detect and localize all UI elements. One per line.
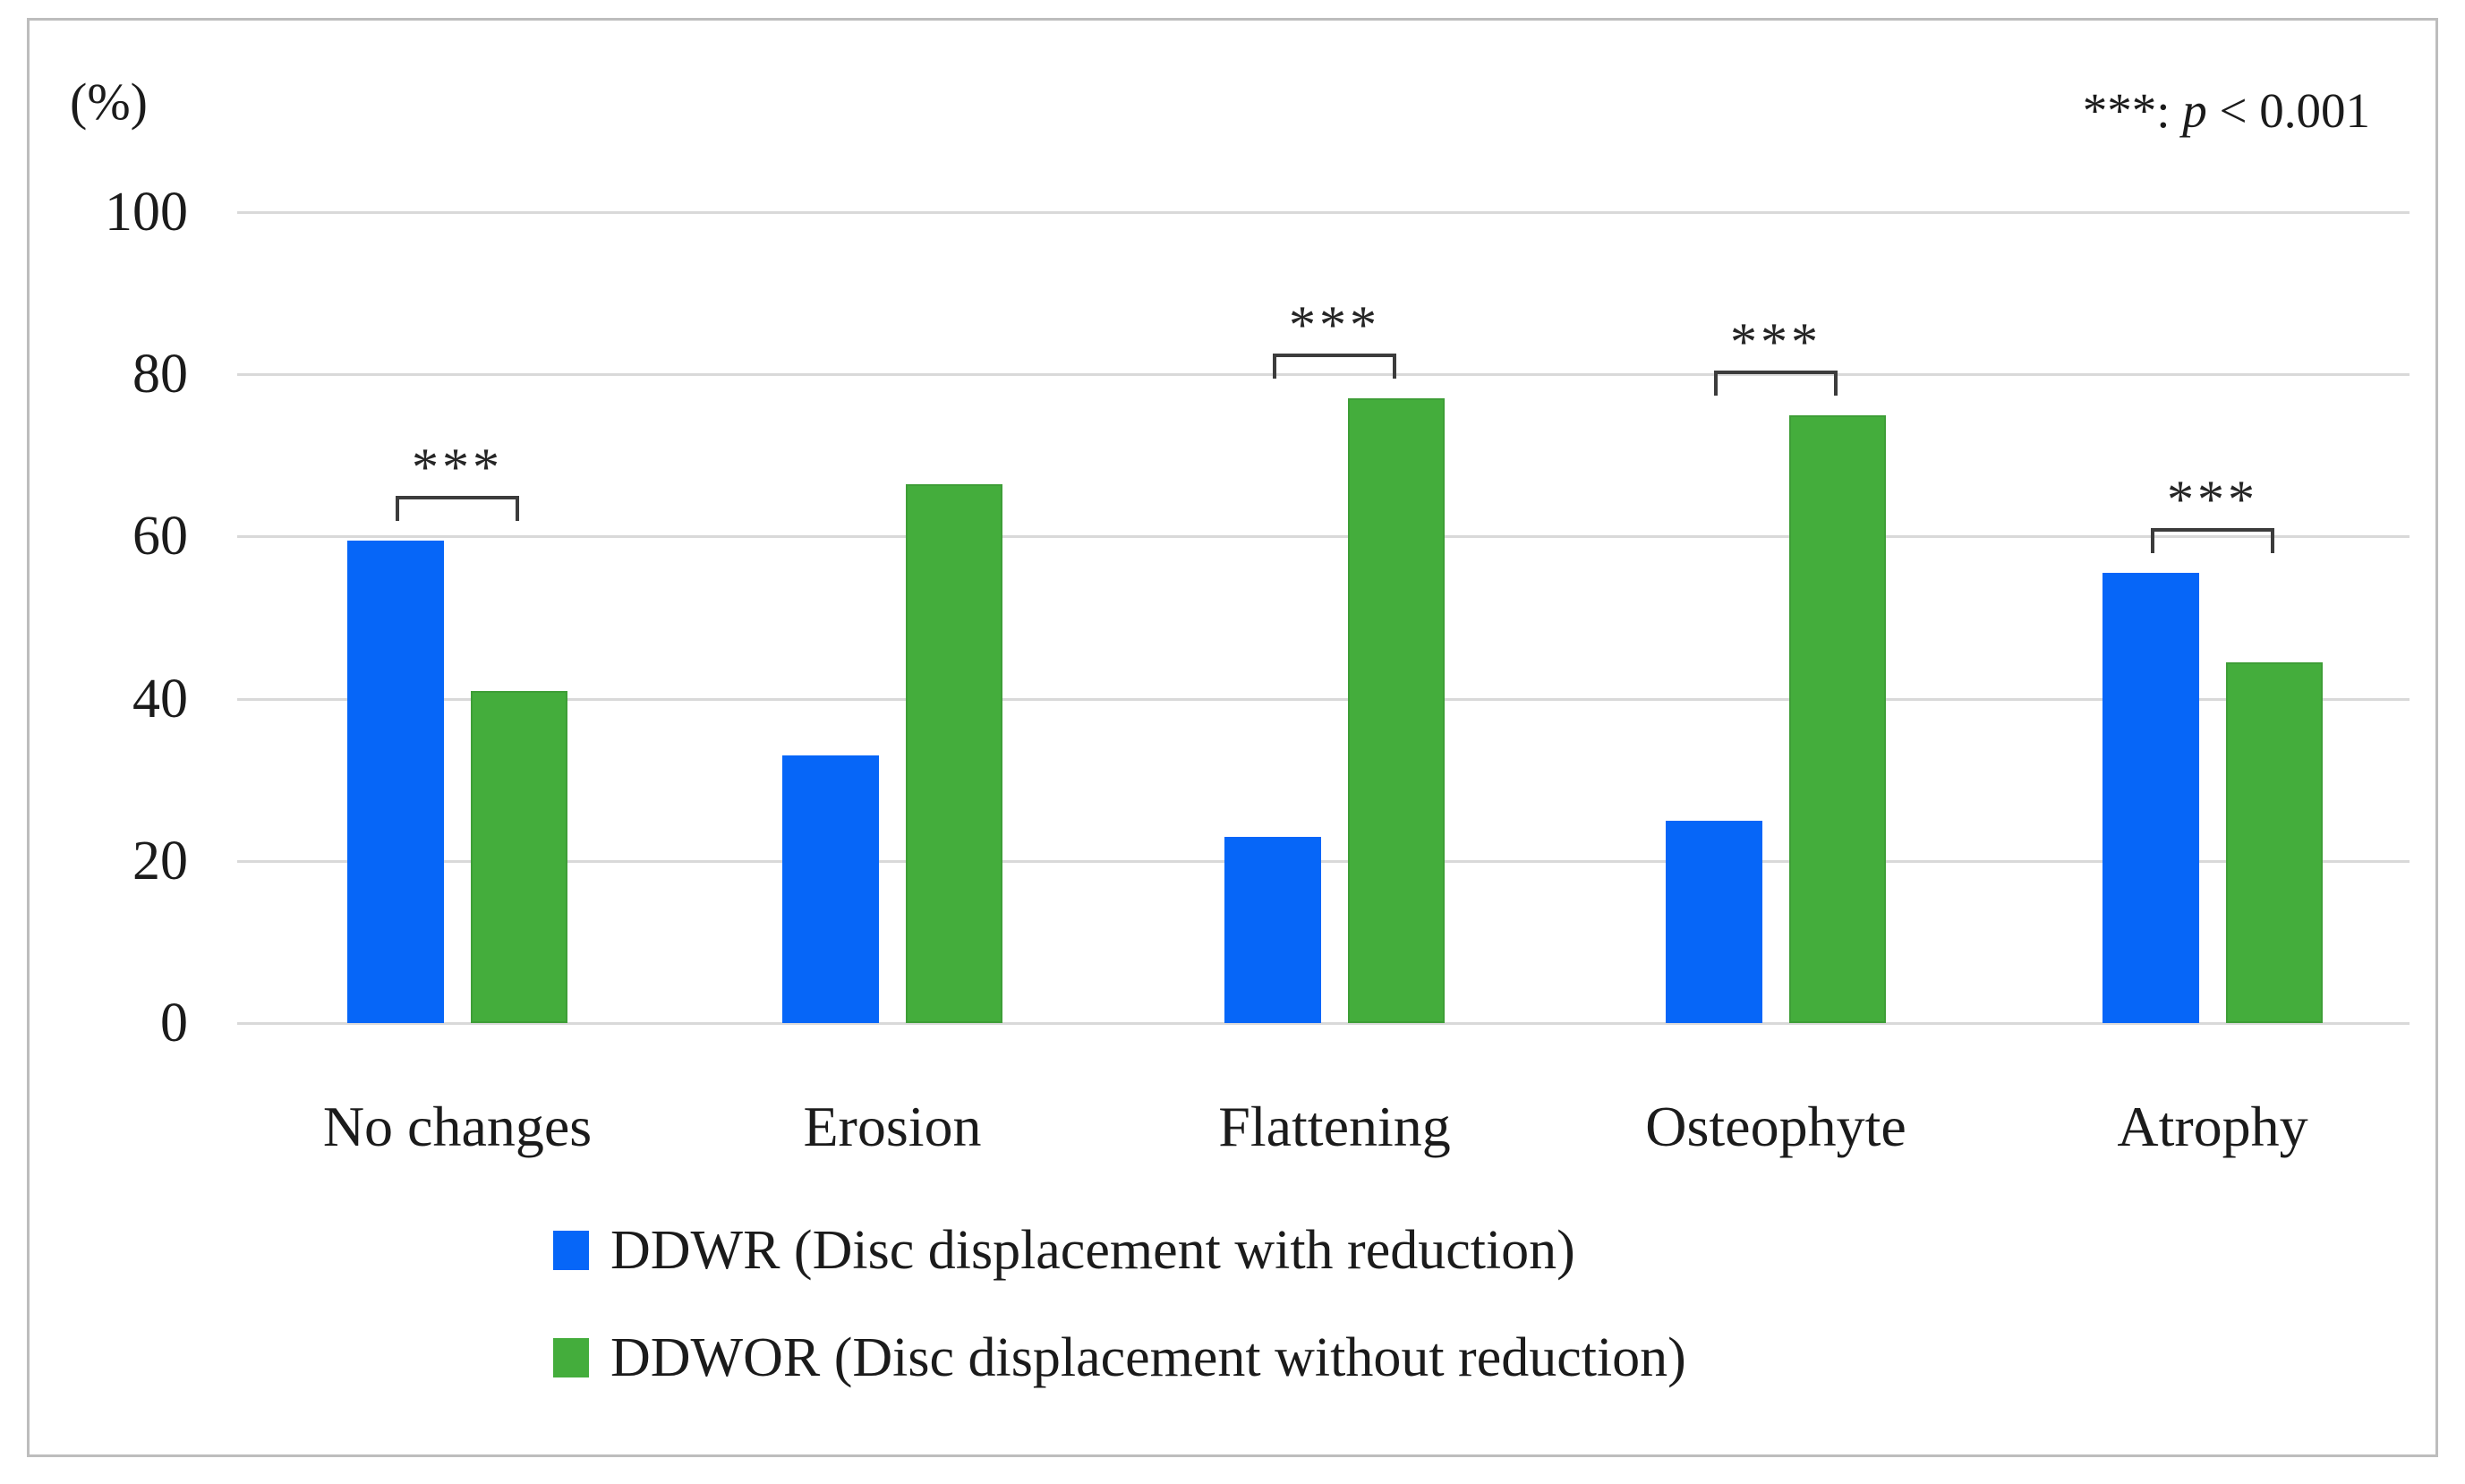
- gridline-0: [237, 1022, 2410, 1025]
- bar-ddwr-no-changes: [347, 541, 444, 1023]
- gridline-80: [237, 373, 2410, 376]
- bar-ddwr-erosion: [782, 755, 879, 1023]
- legend-item-ddwor: DDWOR (Disc displacement without reducti…: [553, 1323, 1686, 1393]
- category-label-atrophy: Atrophy: [2117, 1095, 2308, 1158]
- legend: DDWR (Disc displacement with reduction) D…: [553, 1215, 1686, 1430]
- significance-note-threshold: < 0.001: [2206, 83, 2370, 138]
- category-label-osteophyte: Osteophyte: [1645, 1095, 1906, 1158]
- legend-label-ddwr: DDWR (Disc displacement with reduction): [610, 1219, 1575, 1281]
- gridline-20: [237, 860, 2410, 863]
- significance-stars-flattening: ***: [1289, 295, 1380, 354]
- bar-ddwor-flattening: [1348, 398, 1445, 1023]
- significance-bracket-no-changes: [396, 496, 519, 521]
- bar-ddwor-no-changes: [471, 691, 567, 1023]
- y-tick-label-20: 20: [132, 831, 188, 891]
- legend-item-ddwr: DDWR (Disc displacement with reduction): [553, 1215, 1686, 1285]
- gridline-60: [237, 535, 2410, 538]
- legend-swatch-ddwor-icon: [553, 1338, 589, 1377]
- significance-stars-osteophyte: ***: [1730, 312, 1821, 371]
- bar-ddwr-osteophyte: [1666, 821, 1762, 1023]
- gridline-40: [237, 698, 2410, 701]
- significance-stars-atrophy: ***: [2167, 470, 2258, 529]
- legend-swatch-ddwr-icon: [553, 1231, 589, 1270]
- y-tick-label-80: 80: [132, 344, 188, 405]
- legend-label-ddwor: DDWOR (Disc displacement without reducti…: [610, 1326, 1686, 1388]
- y-tick-label-40: 40: [132, 669, 188, 729]
- significance-stars-no-changes: ***: [412, 438, 503, 497]
- y-tick-label-100: 100: [105, 182, 188, 243]
- significance-note-p-symbol: p: [2182, 83, 2207, 138]
- category-label-flattening: Flattening: [1218, 1095, 1451, 1158]
- bar-ddwr-flattening: [1224, 837, 1321, 1023]
- y-tick-label-0: 0: [160, 993, 188, 1053]
- significance-bracket-atrophy: [2151, 528, 2274, 553]
- category-label-erosion: Erosion: [803, 1095, 982, 1158]
- bar-ddwr-atrophy: [2102, 573, 2199, 1023]
- significance-note: ***: p < 0.001: [2083, 82, 2370, 139]
- significance-bracket-flattening: [1273, 354, 1396, 379]
- bar-ddwor-osteophyte: [1789, 415, 1886, 1023]
- y-tick-label-60: 60: [132, 506, 188, 567]
- bar-ddwor-atrophy: [2226, 662, 2323, 1023]
- y-axis-unit-label: (%): [70, 72, 148, 131]
- bar-ddwor-erosion: [906, 484, 1002, 1023]
- gridline-100: [237, 211, 2410, 214]
- significance-bracket-osteophyte: [1714, 371, 1838, 396]
- category-label-no-changes: No changes: [322, 1095, 593, 1158]
- significance-note-stars: ***:: [2082, 83, 2183, 138]
